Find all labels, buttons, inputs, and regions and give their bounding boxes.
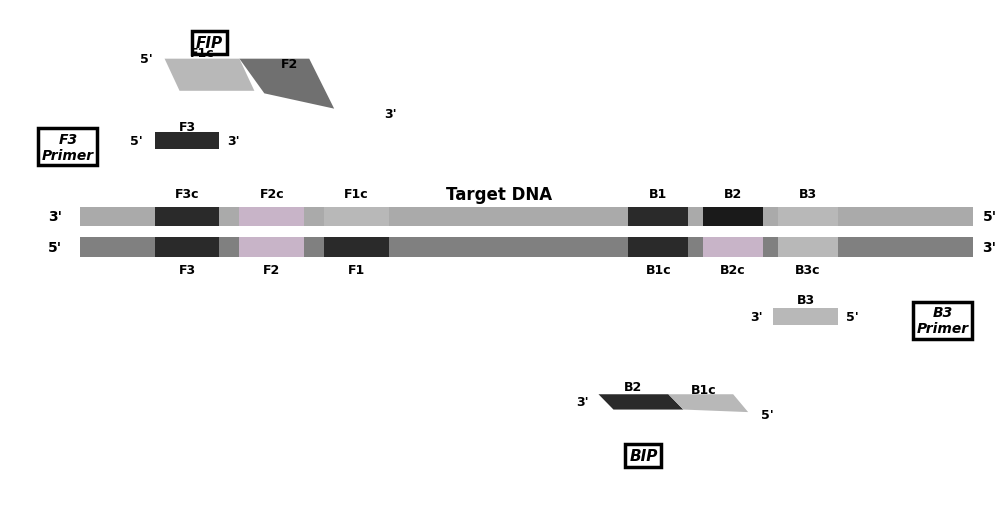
Text: B1c: B1c [690, 383, 716, 396]
Bar [324, 238, 389, 257]
Bar [778, 207, 838, 227]
Text: F3: F3 [178, 263, 196, 276]
Text: 3': 3' [576, 395, 589, 409]
Text: B3: B3 [796, 294, 815, 307]
Bar [778, 238, 838, 257]
Text: 3': 3' [48, 210, 62, 224]
Text: B3c: B3c [795, 263, 821, 276]
Text: F1c: F1c [190, 47, 215, 60]
Text: 3': 3' [227, 135, 240, 148]
Text: 5': 5' [130, 135, 143, 148]
Polygon shape [165, 60, 254, 92]
Text: BIP: BIP [629, 448, 658, 463]
Bar [155, 207, 219, 227]
Text: B2: B2 [724, 188, 742, 201]
Bar [628, 238, 688, 257]
Bar [239, 238, 304, 257]
Text: F1: F1 [348, 263, 365, 276]
Polygon shape [668, 394, 748, 412]
Text: B2: B2 [624, 380, 643, 393]
Text: B3: B3 [799, 188, 817, 201]
Text: 5': 5' [983, 210, 997, 224]
Text: F3: F3 [178, 121, 196, 134]
Text: 3': 3' [983, 240, 997, 254]
Bar [628, 207, 688, 227]
Bar [80, 207, 973, 227]
Text: B2c: B2c [720, 263, 746, 276]
Text: 3': 3' [750, 310, 763, 324]
Text: 5': 5' [48, 240, 62, 254]
Bar [324, 207, 389, 227]
Bar [155, 133, 219, 150]
Bar [703, 207, 763, 227]
Text: B1c: B1c [646, 263, 671, 276]
Text: F2: F2 [263, 263, 280, 276]
Text: 5': 5' [846, 310, 859, 324]
Text: F2: F2 [281, 58, 298, 71]
Text: B1: B1 [649, 188, 667, 201]
Text: B3
Primer: B3 Primer [917, 305, 969, 336]
Text: 5': 5' [761, 408, 774, 421]
Text: Target DNA: Target DNA [446, 185, 552, 204]
Polygon shape [598, 394, 683, 410]
Text: F2c: F2c [260, 188, 284, 201]
Text: F1c: F1c [344, 188, 369, 201]
Bar [80, 238, 973, 257]
Bar [703, 238, 763, 257]
Text: FIP: FIP [196, 36, 223, 51]
Text: F3
Primer: F3 Primer [42, 132, 94, 163]
Bar [155, 238, 219, 257]
Text: F3c: F3c [175, 188, 199, 201]
Bar [239, 207, 304, 227]
Text: 3': 3' [384, 108, 397, 121]
Bar [773, 308, 838, 326]
Text: 5': 5' [140, 53, 153, 66]
Polygon shape [239, 60, 334, 109]
